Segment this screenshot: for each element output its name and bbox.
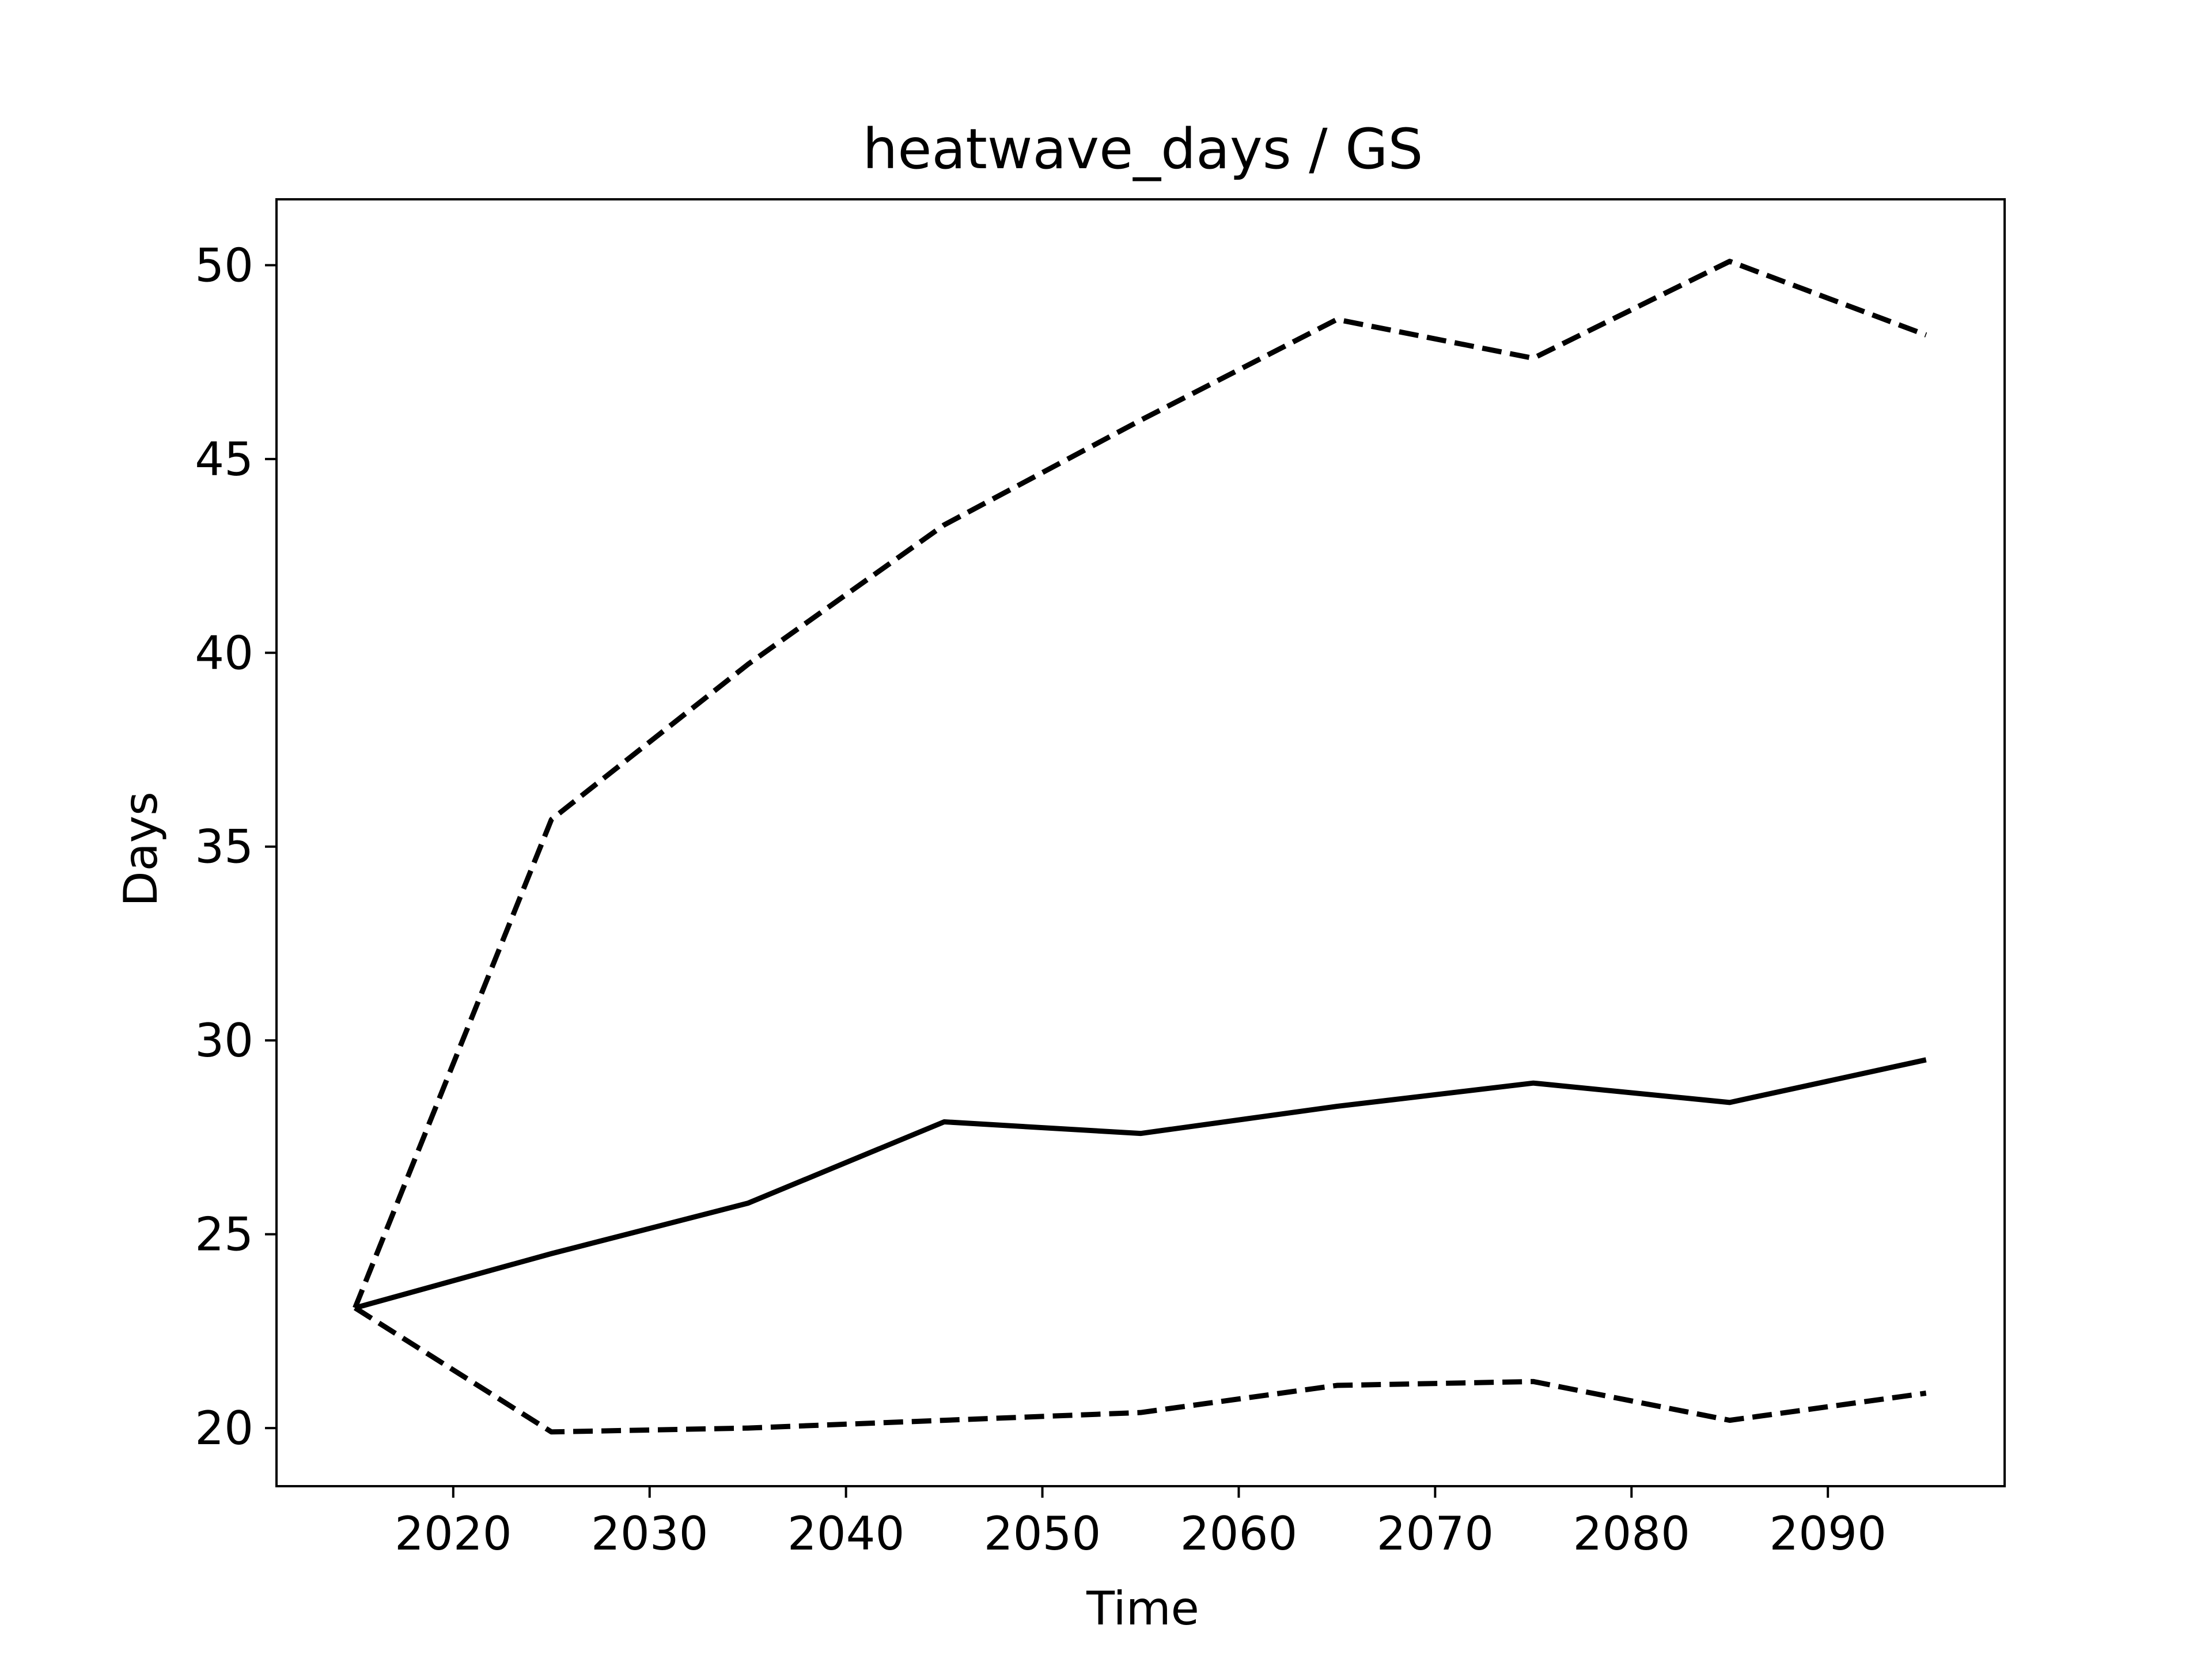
y-tick-label: 20 bbox=[195, 1402, 253, 1455]
y-tick-label: 25 bbox=[195, 1208, 253, 1262]
axes-frame bbox=[275, 198, 2006, 1487]
x-tick-label: 2040 bbox=[787, 1507, 905, 1560]
plot-area bbox=[275, 198, 2006, 1487]
y-tick-label: 35 bbox=[195, 820, 253, 874]
y-tick-label: 50 bbox=[195, 238, 253, 292]
series-line-lower bbox=[353, 1305, 1927, 1435]
x-tick-label: 2060 bbox=[1180, 1507, 1298, 1560]
y-tick-label: 40 bbox=[195, 626, 253, 680]
y-tick-label: 30 bbox=[195, 1014, 253, 1067]
x-tick-label: 2030 bbox=[591, 1507, 709, 1560]
x-tick-label: 2070 bbox=[1377, 1507, 1494, 1560]
x-tick-label: 2080 bbox=[1573, 1507, 1690, 1560]
series-line-upper bbox=[353, 259, 1927, 1309]
x-tick-label: 2020 bbox=[395, 1507, 512, 1560]
y-axis: 20 25 30 35 40 45 50 bbox=[195, 238, 276, 1455]
y-axis-label: Days bbox=[114, 791, 168, 907]
series-line-median bbox=[354, 1057, 1927, 1310]
series-layer bbox=[353, 259, 1927, 1435]
chart-title: heatwave_days / GS bbox=[863, 117, 1423, 181]
x-axis: 2020 2030 2040 2050 2060 2070 2080 2090 bbox=[395, 1486, 1887, 1560]
x-tick-label: 2050 bbox=[984, 1507, 1101, 1560]
y-tick-label: 45 bbox=[195, 433, 253, 486]
x-axis-label: Time bbox=[1086, 1582, 1199, 1635]
x-tick-label: 2090 bbox=[1769, 1507, 1887, 1560]
